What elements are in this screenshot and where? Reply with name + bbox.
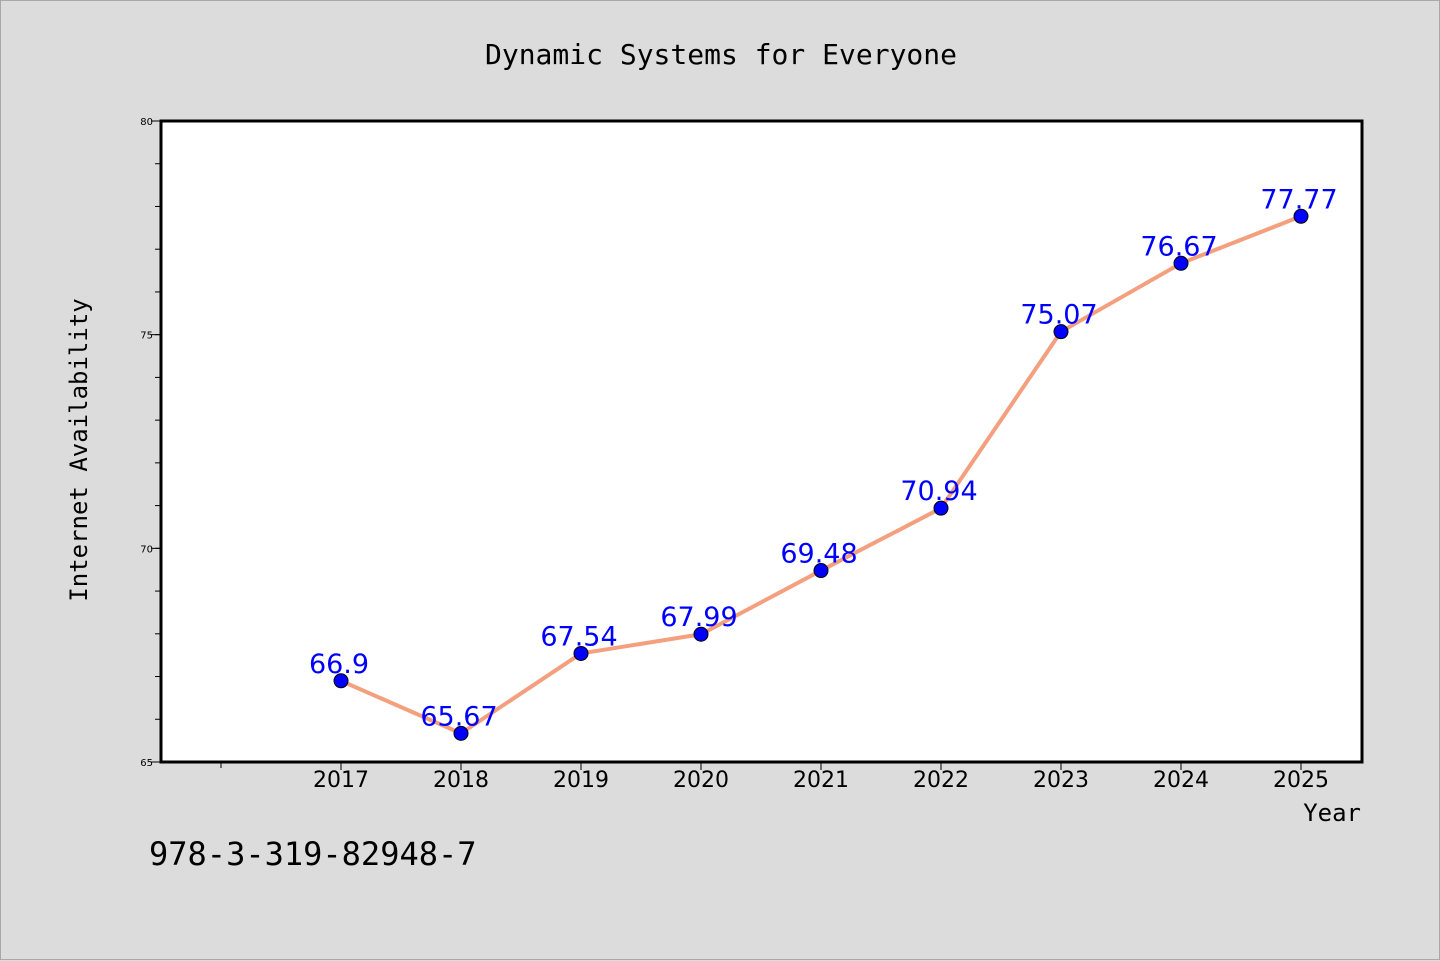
x-tick-label: 2025 [1273, 768, 1329, 793]
y-axis: 65 70 75 80 [140, 117, 161, 769]
y-axis-label: Internet Availability [65, 298, 93, 601]
x-tick-label: 2018 [433, 768, 489, 793]
x-axis: 2017 2018 2019 2020 2021 2022 2023 2024 2025 [220, 762, 1329, 793]
data-point [813, 563, 829, 579]
y-tick-label: 65 [140, 758, 153, 769]
data-label: 66.9 [309, 649, 369, 680]
x-tick-label: 2019 [553, 768, 609, 793]
data-label: 69.48 [780, 539, 857, 570]
x-tick-label: 2021 [793, 768, 849, 793]
data-label: 67.54 [540, 621, 617, 652]
data-point [333, 673, 349, 689]
plot-area [159, 119, 1364, 764]
y-tick-label: 75 [140, 331, 153, 342]
y-tick-label: 80 [140, 117, 153, 128]
data-label: 65.67 [420, 701, 497, 732]
data-point [933, 500, 949, 516]
data-label: 67.99 [660, 602, 737, 633]
data-labels: 66.9 65.67 67.54 67.99 69.48 70.94 75.07 76.67 7… [309, 184, 1338, 732]
x-tick-label: 2020 [673, 768, 729, 793]
data-point [453, 725, 469, 741]
data-point [1293, 208, 1309, 224]
data-point [573, 645, 589, 661]
x-axis-label: Year [1303, 799, 1361, 827]
y-tick-label: 70 [140, 544, 153, 555]
x-tick-label: 2022 [913, 768, 969, 793]
data-label: 75.07 [1020, 300, 1097, 331]
chart-title: Dynamic Systems for Everyone [485, 38, 957, 71]
data-point [1053, 324, 1069, 340]
x-tick-label: 2024 [1153, 768, 1209, 793]
x-tick-label: 2023 [1033, 768, 1089, 793]
footer-isbn: 978-3-319-82948-7 [149, 835, 477, 873]
x-tick-label: 2017 [313, 768, 369, 793]
data-point [693, 626, 709, 642]
data-label: 70.94 [900, 476, 977, 507]
data-label: 77.77 [1260, 184, 1337, 215]
data-point [1173, 255, 1189, 271]
series-internet-availability [333, 208, 1309, 741]
data-label: 76.67 [1140, 231, 1217, 262]
